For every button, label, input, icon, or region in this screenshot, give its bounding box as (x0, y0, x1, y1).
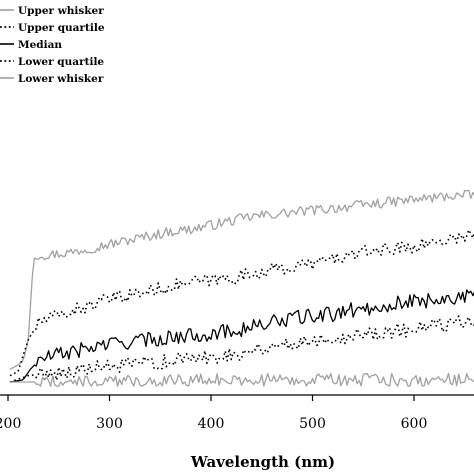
x-tick-label: 400 (198, 416, 225, 432)
series-line-upper-whisker (9, 189, 474, 370)
x-tick-label: 500 (299, 416, 326, 432)
legend-label-upper-quartile: Upper quartile (18, 22, 105, 34)
legend-label-upper-whisker: Upper whisker (18, 5, 104, 17)
x-tick-label: 300 (96, 416, 123, 432)
series-line-median (9, 289, 474, 383)
legend-label-lower-quartile: Lower quartile (18, 56, 104, 68)
plot-area (9, 189, 474, 387)
x-tick-label: 200 (0, 416, 21, 432)
legend: Upper whisker Upper quartile Median Lower q… (0, 5, 105, 85)
x-axis-label: Wavelength (nm) (190, 453, 335, 471)
legend-label-median: Median (18, 39, 62, 51)
legend-label-lower-whisker: Lower whisker (18, 73, 104, 85)
series-line-lower-whisker (10, 372, 474, 387)
series-line-upper-quartile (9, 229, 474, 377)
x-axis-ticks: 200 300 400 500 600 (0, 395, 427, 432)
x-tick-label: 600 (401, 416, 428, 432)
